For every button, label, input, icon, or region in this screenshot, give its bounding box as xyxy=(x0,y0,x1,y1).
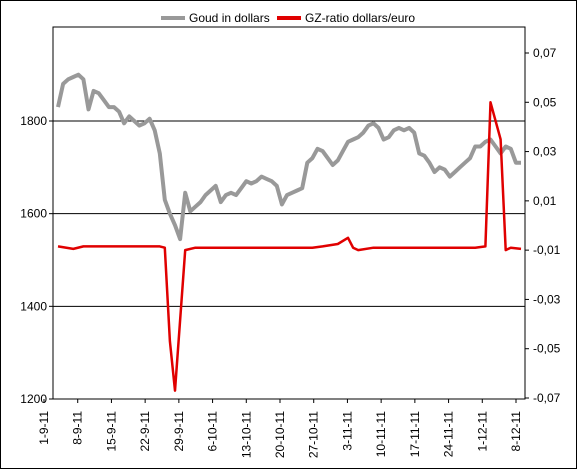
x-axis-tick-label: 20-10-11 xyxy=(273,411,287,458)
x-axis-tick-label: 8-12-11 xyxy=(509,411,523,452)
right-axis-tick-label: -0,05 xyxy=(533,342,561,356)
x-axis-tick-label: 24-11-11 xyxy=(442,411,456,458)
legend-entry-label: Goud in dollars xyxy=(189,11,270,25)
x-axis-tick-label: 10-11-11 xyxy=(374,411,388,458)
x-axis-tick-label: 27-10-11 xyxy=(307,411,321,458)
x-axis-tick-label: 15-9-11 xyxy=(104,411,118,452)
x-axis-tick-label: 29-9-11 xyxy=(172,411,186,452)
right-axis-tick-label: 0,07 xyxy=(533,46,557,60)
left-axis-tick-label: 1600 xyxy=(20,207,47,221)
x-axis-tick-label: 13-10-11 xyxy=(239,411,253,458)
series-line-gold xyxy=(56,72,521,242)
x-axis-tick-label: 1-9-11 xyxy=(37,411,51,445)
right-axis-tick-label: 0,01 xyxy=(533,194,557,208)
left-axis-tick-label: 1200 xyxy=(20,392,47,406)
x-axis-tick-label: 8-9-11 xyxy=(71,411,85,445)
right-axis-tick-label: -0,03 xyxy=(533,292,561,306)
right-axis-tick-label: 0,03 xyxy=(533,145,557,159)
x-axis-tick-label: 3-11-11 xyxy=(340,411,354,451)
x-axis-tick-label: 17-11-11 xyxy=(408,411,422,458)
left-axis-tick-label: 1800 xyxy=(20,114,47,128)
series-line-gz-ratio xyxy=(57,101,522,392)
left-axis-tick-label: 1400 xyxy=(20,299,47,313)
plot-area xyxy=(52,26,526,400)
right-axis-tick-label: -0,07 xyxy=(533,391,561,405)
x-axis-tick-label: 6-10-11 xyxy=(206,411,220,452)
x-axis-tick-label: 22-9-11 xyxy=(138,411,152,452)
right-axis-tick-label: 0,05 xyxy=(533,95,557,109)
legend-entry-label: GZ-ratio dollars/euro xyxy=(305,11,415,25)
x-axis-tick-label: 1-12-11 xyxy=(475,411,489,452)
right-axis-tick-label: -0,01 xyxy=(533,243,561,257)
